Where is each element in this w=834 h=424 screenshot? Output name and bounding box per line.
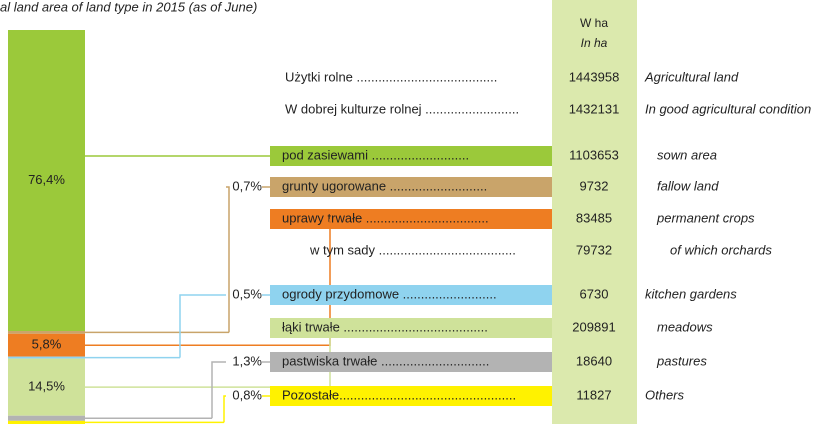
bar-segment (8, 356, 85, 359)
row-label: pastwiska trwałe .......................… (282, 353, 489, 368)
row-label: w tym sady .............................… (309, 242, 516, 257)
row-band (270, 146, 552, 166)
row-label-en: of which orchards (670, 242, 772, 257)
row-value: 83485 (576, 210, 612, 225)
share-label: 14,5% (28, 379, 65, 394)
row-label: pod zasiewami ..........................… (282, 147, 469, 162)
bar-segment (8, 30, 85, 332)
row-value: 1103653 (569, 147, 619, 162)
row-label: uprawy trwałe ..........................… (282, 210, 489, 225)
row-band (270, 177, 552, 197)
share-label: 5,8% (32, 337, 62, 352)
row-label: grunty ugorowane .......................… (282, 178, 487, 193)
bar-segment (8, 358, 85, 416)
row-value: 209891 (572, 319, 615, 334)
column-header-en: In ha (581, 36, 608, 50)
row-band (270, 318, 552, 338)
row-label-en: kitchen gardens (645, 286, 737, 301)
row-label: W dobrej kulturze rolnej ...............… (285, 101, 519, 116)
row-label-en: pastures (656, 353, 707, 368)
row-label: Użytki rolne ...........................… (285, 69, 497, 84)
share-label: 0,5% (232, 286, 262, 301)
leader (223, 395, 226, 423)
bar-segment (8, 331, 85, 334)
share-label: 0,7% (232, 178, 262, 193)
row-value: 9732 (580, 178, 609, 193)
value-column (552, 0, 637, 424)
row-label-en: meadows (657, 319, 713, 334)
row-value: 1432131 (569, 101, 620, 116)
row-value: 79732 (576, 242, 612, 257)
share-label: 0,8% (232, 387, 262, 402)
row-label: Pozostałe...............................… (282, 387, 516, 402)
row-value: 1443958 (569, 69, 620, 84)
row-label-en: sown area (657, 147, 717, 162)
bar-segment (8, 415, 85, 421)
row-value: 18640 (576, 353, 612, 368)
row-label-en: permanent crops (656, 210, 755, 225)
bar-segment (8, 420, 85, 424)
row-value: 6730 (580, 286, 609, 301)
share-label: 1,3% (232, 353, 262, 368)
row-band (270, 352, 552, 372)
title: al land area of land type in 2015 (as of… (0, 0, 257, 14)
row-label-en: fallow land (657, 178, 719, 193)
row-band (270, 386, 552, 406)
bar-segment (8, 333, 85, 357)
leader (179, 294, 226, 358)
row-label-en: In good agricultural condition (645, 101, 811, 116)
row-label: ogrody przydomowe ......................… (282, 286, 497, 301)
row-band (270, 285, 552, 305)
row-label: łąki trwałe ............................… (282, 319, 488, 334)
leader (226, 186, 230, 333)
row-band (270, 209, 552, 229)
row-value: 11827 (576, 387, 611, 402)
row-label-en: Others (645, 387, 685, 402)
share-label: 76,4% (28, 172, 65, 187)
row-label-en: Agricultural land (644, 69, 739, 84)
column-header: W ha (580, 16, 608, 30)
leader (211, 361, 226, 419)
